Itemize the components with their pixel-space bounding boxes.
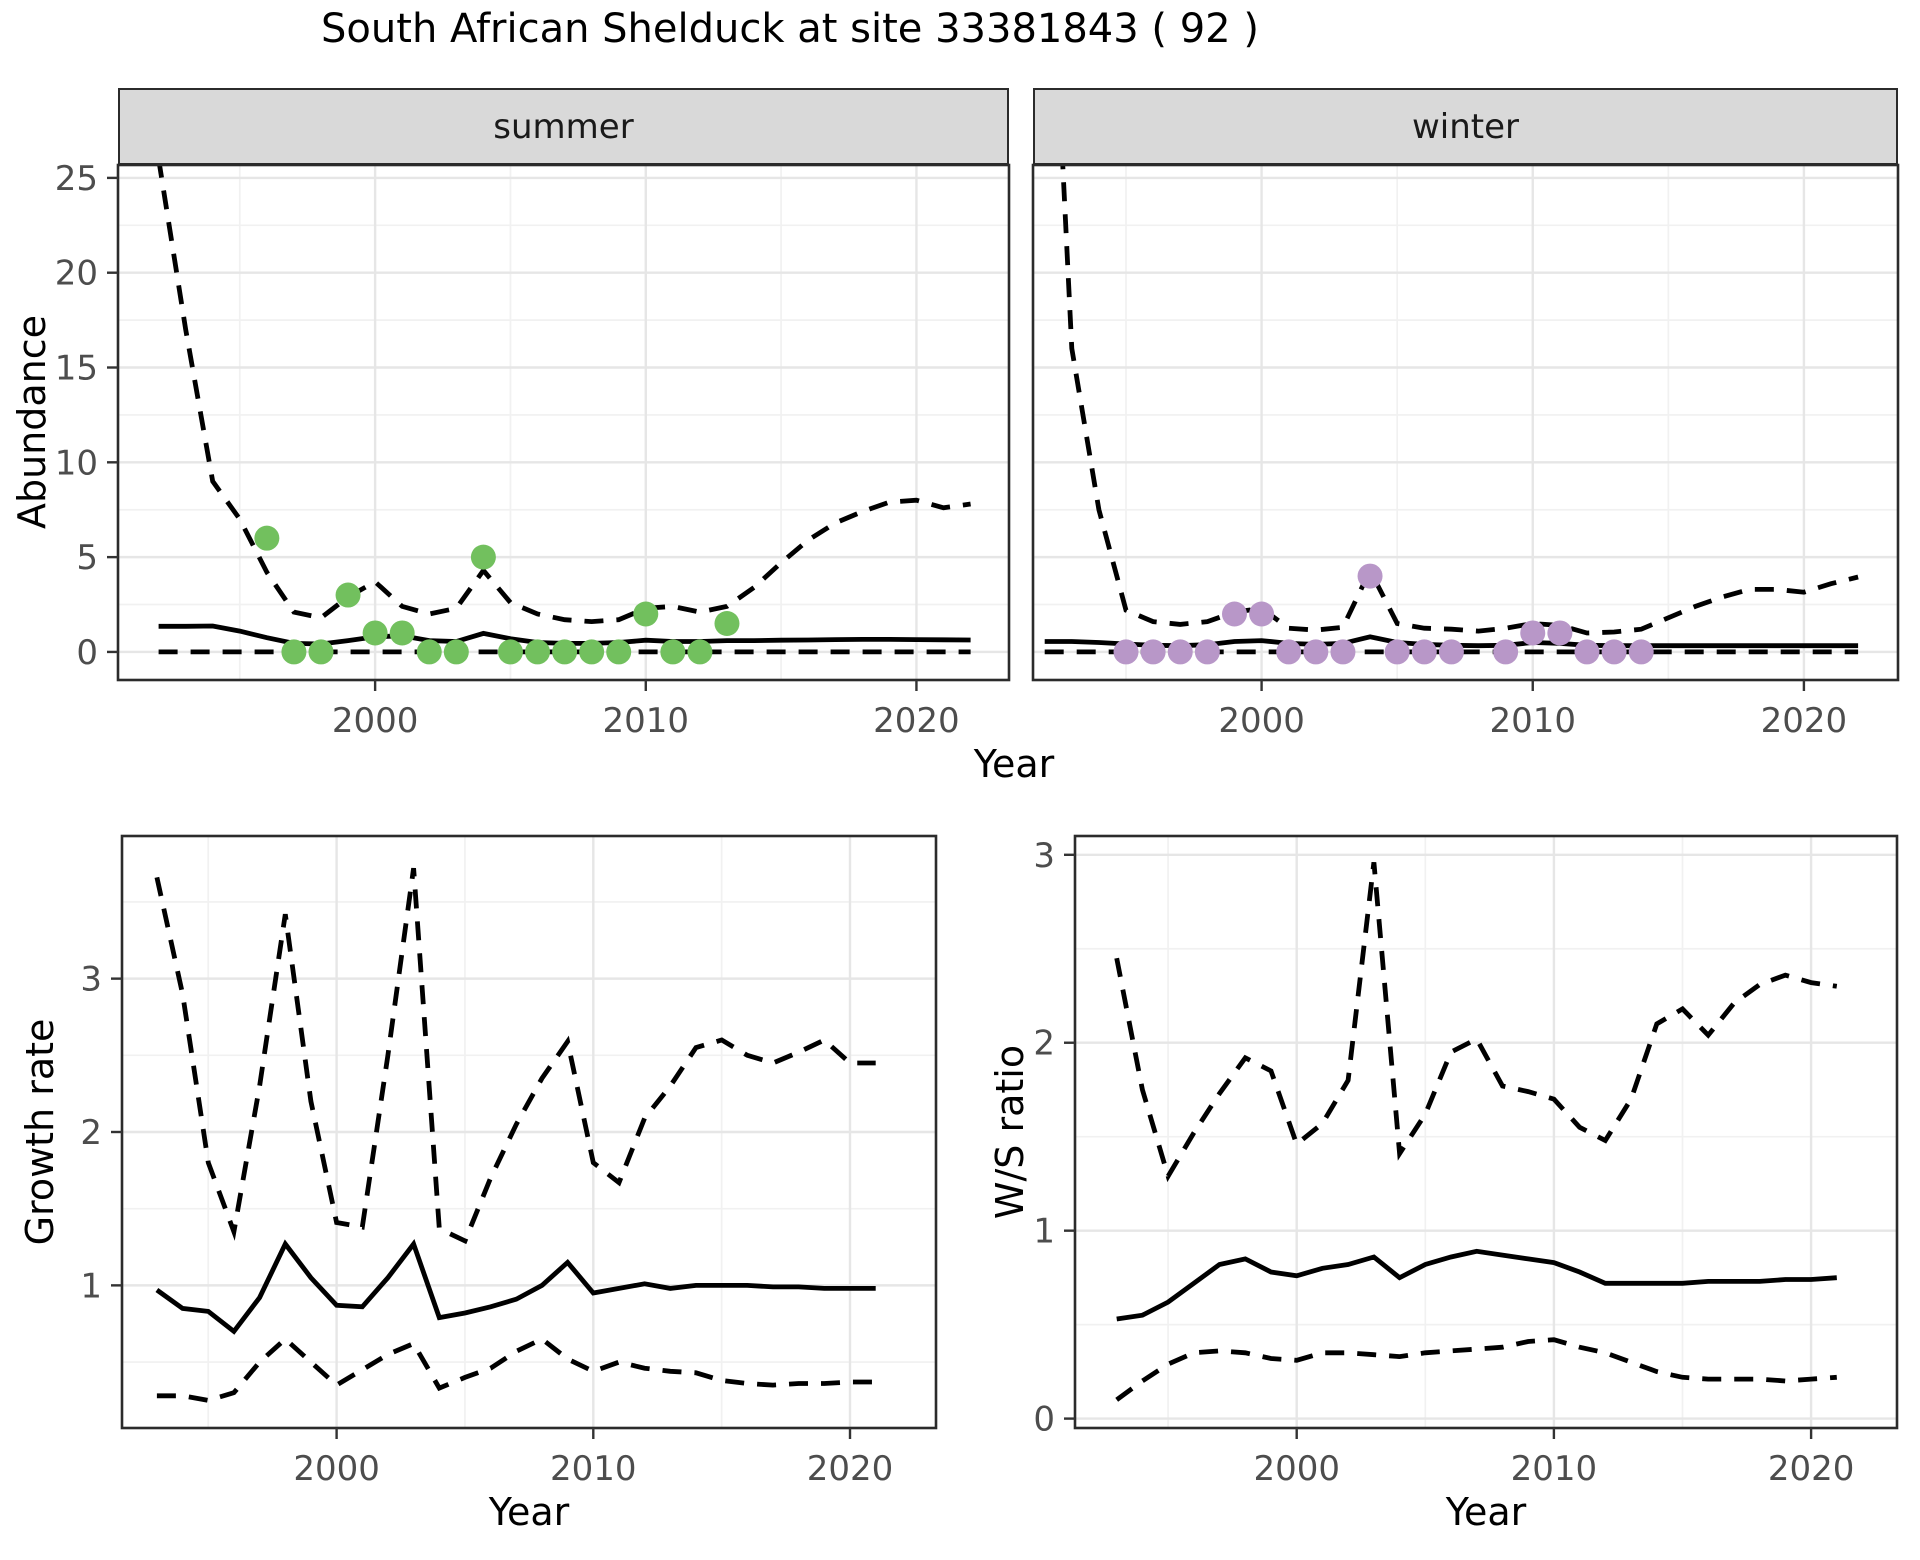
- facet-strip-summer: summer: [118, 88, 1009, 165]
- growth_rate-line: [155, 1238, 876, 1335]
- x-tick-label: 2000: [332, 701, 419, 741]
- panel-background: [1033, 165, 1898, 680]
- summer_counts-point: [443, 639, 469, 665]
- y-tick-label: 0: [1033, 1400, 1055, 1440]
- summer_counts-point: [687, 639, 713, 665]
- bottom-left-year-axis-title: Year: [488, 1490, 570, 1534]
- x-tick-label: 2020: [1761, 701, 1848, 741]
- summer_counts-point: [633, 601, 659, 627]
- winter_counts-point: [1276, 639, 1302, 665]
- y-tick-label: 3: [80, 960, 102, 1000]
- summer_counts-point: [362, 620, 388, 646]
- winter_counts-point: [1384, 639, 1410, 665]
- y-tick-label: 2: [80, 1113, 102, 1153]
- upper_ci-line: [157, 165, 971, 625]
- winter_counts-point: [1628, 639, 1654, 665]
- lower_ci-line: [156, 1335, 876, 1403]
- winter_counts-point: [1547, 620, 1573, 646]
- x-tick-label: 2010: [550, 1449, 637, 1489]
- panel-ws-ratio: 2000 2010 2020 0 1 2 3: [1033, 834, 1899, 1489]
- winter_counts-point: [1357, 563, 1383, 589]
- series-group: [1044, 165, 1859, 665]
- series-group: [154, 867, 876, 1403]
- summer_counts-point: [335, 582, 361, 608]
- summer_counts-point: [470, 544, 496, 570]
- series-group: [1114, 862, 1838, 1402]
- y-tick-label: 0: [76, 633, 98, 673]
- summer_counts-point: [525, 639, 551, 665]
- x-tick-label: 2010: [603, 701, 690, 741]
- bottom-right-year-axis-title: Year: [1445, 1490, 1527, 1534]
- summer_counts-point: [579, 639, 605, 665]
- winter_counts-point: [1113, 639, 1139, 665]
- winter_counts-point: [1520, 620, 1546, 646]
- x-tick-label: 2010: [1511, 1449, 1598, 1489]
- summer_counts-point: [308, 639, 334, 665]
- facet-strip-winter-label: winter: [1411, 106, 1520, 147]
- y-tick-label: 20: [55, 254, 98, 294]
- winter_counts-point: [1221, 601, 1247, 627]
- winter_counts-point: [1194, 639, 1220, 665]
- summer_counts-point: [606, 639, 632, 665]
- summer_counts-point: [552, 639, 578, 665]
- summer_counts-point: [254, 525, 280, 551]
- x-tick-label: 2000: [1253, 1449, 1340, 1489]
- winter_counts-point: [1140, 639, 1166, 665]
- winter_counts-point: [1601, 639, 1627, 665]
- winter_counts-point: [1303, 639, 1329, 665]
- summer_counts-point: [660, 639, 686, 665]
- winter_counts-point: [1411, 639, 1437, 665]
- panel-background: [1075, 836, 1897, 1428]
- y-tick-label: 10: [55, 443, 98, 483]
- panel-border: [1031, 163, 1900, 682]
- y-tick-label: 2: [1033, 1024, 1055, 1064]
- x-tick-label: 2020: [873, 701, 960, 741]
- figure-title: South African Shelduck at site 33381843 …: [321, 6, 1259, 52]
- panel-background: [118, 165, 1009, 680]
- summer_counts-point: [389, 620, 415, 646]
- facet-strip-summer-label: summer: [493, 106, 634, 147]
- y-tick-label: 15: [55, 349, 98, 389]
- panel-abundance-summer: 2000 2010 2020 0 5 10 15 20 25: [55, 159, 1011, 741]
- summer_counts-point: [497, 639, 523, 665]
- lower_ci-line: [1115, 1337, 1837, 1402]
- winter_counts-point: [1249, 601, 1275, 627]
- ws_ratio-line: [1116, 1248, 1837, 1322]
- x-tick-label: 2010: [1489, 701, 1576, 741]
- x-tick-label: 2020: [1768, 1449, 1855, 1489]
- winter_counts-point: [1438, 639, 1464, 665]
- panel-abundance-winter: 2000 2010 2020: [1031, 163, 1900, 741]
- y-tick-label: 25: [55, 159, 98, 199]
- winter_counts-point: [1574, 639, 1600, 665]
- top-year-axis-title: Year: [973, 742, 1055, 786]
- winter_counts-point: [1493, 639, 1519, 665]
- y-tick-label: 1: [80, 1266, 102, 1306]
- series-group: [157, 165, 971, 665]
- summer_counts-point: [281, 639, 307, 665]
- summer_counts-point: [714, 610, 740, 636]
- x-tick-label: 2000: [1218, 701, 1305, 741]
- panel-border: [116, 163, 1011, 682]
- y-tick-label: 1: [1033, 1212, 1055, 1252]
- y-tick-label: 3: [1033, 836, 1055, 876]
- winter_counts-point: [1330, 639, 1356, 665]
- upper_ci-line: [154, 867, 876, 1245]
- summer_counts-point: [416, 639, 442, 665]
- x-tick-label: 2020: [807, 1449, 894, 1489]
- panel-border: [1073, 834, 1899, 1430]
- panel-growth-rate: 2000 2010 2020 1 2 3: [80, 834, 938, 1489]
- y-tick-label: 5: [76, 538, 98, 578]
- winter_counts-point: [1167, 639, 1193, 665]
- upper_ci-line: [1060, 165, 1859, 636]
- x-tick-label: 2000: [293, 1449, 380, 1489]
